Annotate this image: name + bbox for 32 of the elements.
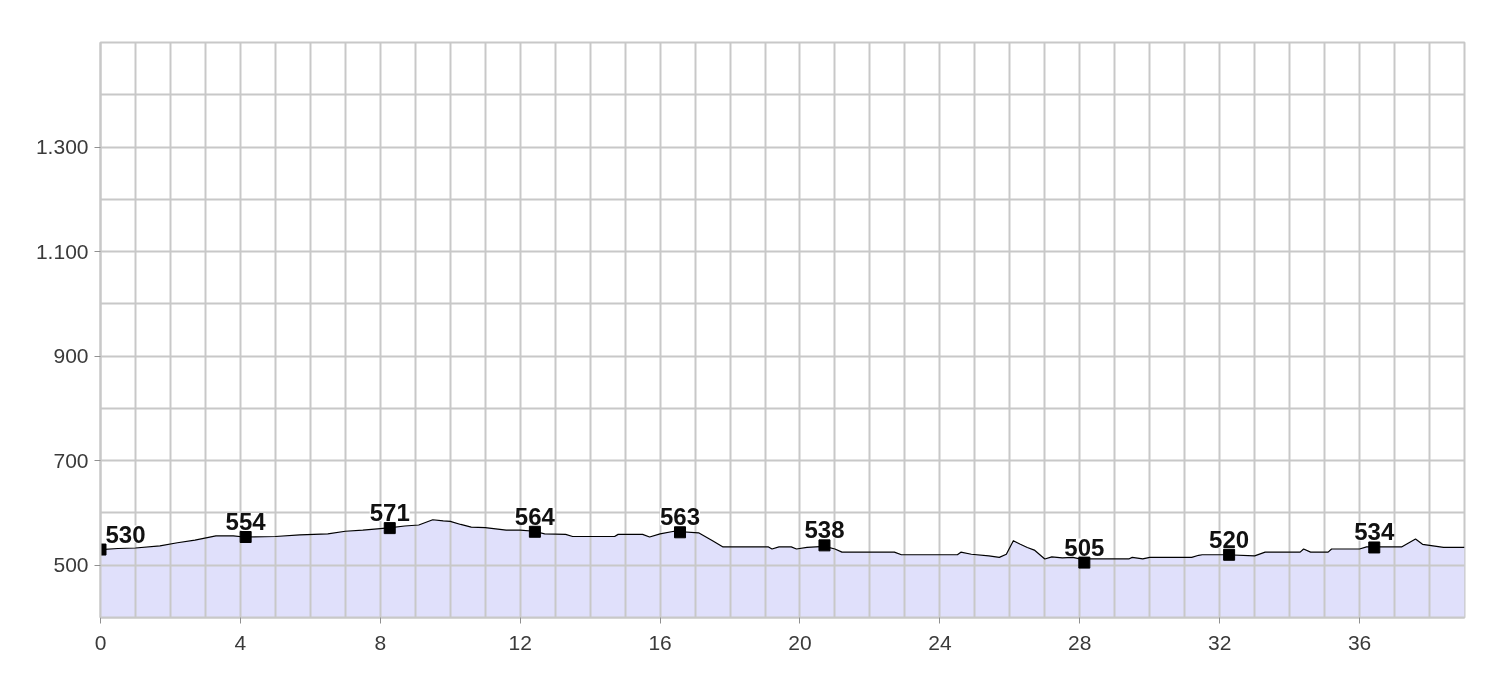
point: [383, 522, 396, 535]
x-tick-label: 36: [1347, 630, 1372, 654]
point: [1368, 541, 1381, 554]
x-tick-label: 24: [928, 630, 952, 654]
data-label: 571: [369, 499, 410, 527]
y-tick-label: 500: [53, 553, 89, 577]
x-tick-label: 8: [374, 630, 387, 654]
y-tick-label: 900: [53, 344, 89, 368]
point: [818, 539, 831, 552]
x-tick-label: 20: [788, 630, 812, 654]
point: [674, 526, 687, 539]
x-tick-label: 0: [94, 630, 107, 654]
data-label: 554: [225, 508, 267, 535]
y-tick-label: 1.300: [35, 135, 89, 159]
point: [239, 531, 252, 543]
data-label: 564: [514, 502, 556, 530]
x-tick-label: 4: [234, 630, 247, 654]
point: [528, 525, 541, 538]
data-label: 530: [105, 520, 146, 548]
data-label: 520: [1209, 525, 1250, 553]
data-label: 534: [1354, 518, 1395, 546]
x-tick-label: 12: [508, 630, 532, 654]
data-label: 563: [660, 503, 701, 531]
data-label: 505: [1064, 533, 1105, 561]
point: [1223, 548, 1236, 561]
y-tick-label: 700: [53, 448, 89, 472]
x-tick-label: 32: [1208, 630, 1232, 654]
point: [1078, 556, 1091, 569]
x-tick-label: 28: [1068, 630, 1092, 654]
data-label: 538: [804, 516, 845, 544]
x-tick-label: 16: [648, 630, 672, 654]
y-tick-label: 1.100: [35, 239, 89, 263]
